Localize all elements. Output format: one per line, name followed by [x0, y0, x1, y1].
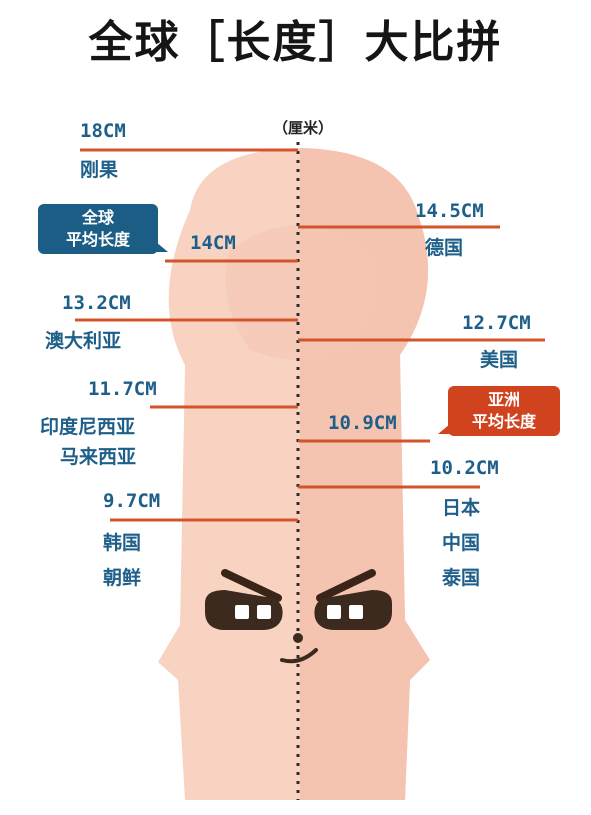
country-china: 中国: [442, 532, 481, 554]
country-japan: 日本: [442, 497, 481, 519]
badge-asia-line1: 亚洲: [487, 390, 520, 409]
country-congo: 刚果: [80, 159, 119, 181]
value-global: 14CM: [190, 232, 236, 254]
country-malaysia: 马来西亚: [60, 446, 137, 468]
country-north-korea: 朝鲜: [103, 567, 142, 589]
value-indonesia: 11.7CM: [88, 378, 157, 400]
country-germany: 德国: [425, 237, 464, 259]
badge-global-line1: 全球: [81, 208, 114, 227]
value-germany: 14.5CM: [415, 200, 484, 222]
value-korea: 9.7CM: [103, 490, 161, 512]
value-asia: 10.9CM: [328, 412, 397, 434]
country-thailand: 泰国: [442, 567, 481, 589]
value-japan: 10.2CM: [430, 457, 499, 479]
value-usa: 12.7CM: [462, 312, 531, 334]
figure-head-shade: [225, 225, 377, 360]
badge-global-line2: 平均长度: [65, 230, 130, 249]
badge-global-average: 全球 平均长度: [38, 204, 168, 254]
country-indonesia: 印度尼西亚: [40, 416, 136, 438]
country-korea: 韩国: [103, 532, 142, 554]
country-usa: 美国: [480, 349, 519, 371]
unit-label: （厘米）: [272, 119, 333, 137]
value-congo: 18CM: [80, 120, 126, 142]
angry-face-icon: [205, 569, 392, 664]
badge-asia-line2: 平均长度: [471, 412, 536, 431]
value-australia: 13.2CM: [62, 292, 131, 314]
page-title: 全球［长度］大比拼: [88, 17, 503, 68]
country-australia: 澳大利亚: [45, 330, 122, 352]
badge-asia-average: 亚洲 平均长度: [438, 386, 560, 436]
